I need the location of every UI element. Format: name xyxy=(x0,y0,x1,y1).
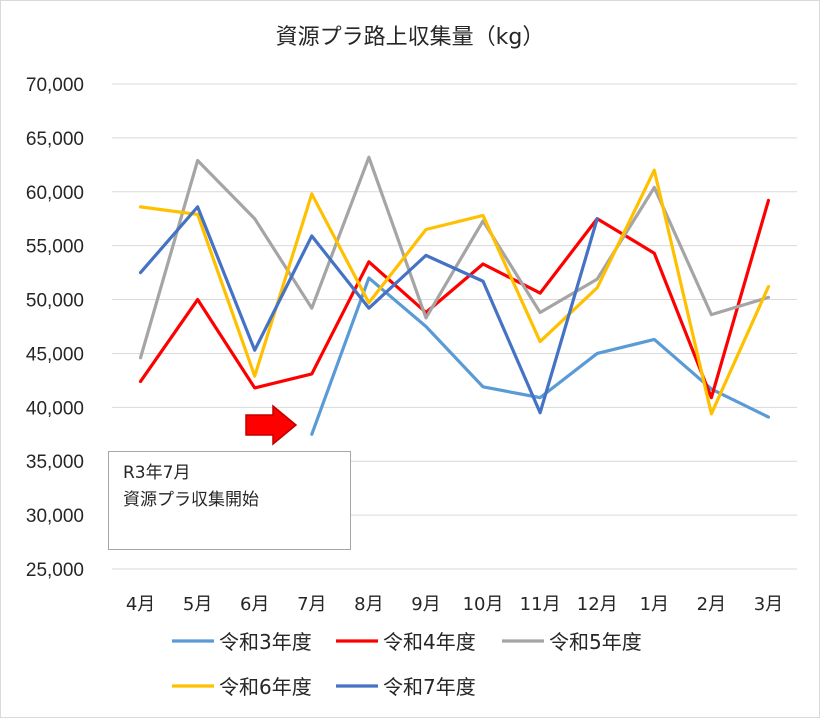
series-line-5 xyxy=(138,205,599,415)
y-tick-label: 30,000 xyxy=(26,506,84,527)
y-tick-label: 50,000 xyxy=(26,291,84,312)
x-tick-label: 6月 xyxy=(240,594,269,615)
x-tick-label: 11月 xyxy=(520,594,561,615)
series-line-1 xyxy=(310,276,771,436)
y-tick-label: 60,000 xyxy=(26,183,84,204)
annotation-line-2: 資源プラ収集開始 xyxy=(123,490,259,510)
chart-title: 資源プラ路上収集量（kg） xyxy=(276,25,545,50)
legend-label: 令和5年度 xyxy=(549,630,642,654)
x-tick-label: 7月 xyxy=(297,594,326,615)
series-line-4 xyxy=(138,168,771,416)
y-tick-label: 65,000 xyxy=(26,129,84,150)
x-tick-label: 4月 xyxy=(126,594,155,615)
y-tick-label: 45,000 xyxy=(26,344,84,365)
y-tick-label: 25,000 xyxy=(26,560,84,581)
y-tick-label: 35,000 xyxy=(26,452,84,473)
legend-label: 令和7年度 xyxy=(383,675,476,699)
annotation-box: R3年7月 資源プラ収集開始 xyxy=(108,451,351,550)
x-tick-label: 8月 xyxy=(354,594,383,615)
legend-label: 令和4年度 xyxy=(383,630,476,654)
x-tick-label: 5月 xyxy=(183,594,212,615)
x-tick-label: 1月 xyxy=(640,594,669,615)
y-axis-ticks: 25,000 30,000 35,000 40,000 45,000 50,000 55,0… xyxy=(26,75,84,581)
x-axis-ticks: 4月 5月 6月 7月 8月 9月 10月 11月 12月 1月 2月 3月 xyxy=(126,594,783,615)
x-tick-label: 12月 xyxy=(577,594,618,615)
legend-label: 令和3年度 xyxy=(219,630,312,654)
series-lines xyxy=(138,155,771,436)
x-tick-label: 10月 xyxy=(463,594,504,615)
series-line-2 xyxy=(138,198,771,400)
x-tick-label: 9月 xyxy=(411,594,440,615)
y-tick-label: 70,000 xyxy=(26,75,84,96)
x-tick-label: 3月 xyxy=(754,594,783,615)
y-tick-label: 55,000 xyxy=(26,237,84,258)
red-arrow-icon xyxy=(245,404,298,446)
legend-label: 令和6年度 xyxy=(219,675,312,699)
x-tick-label: 2月 xyxy=(697,594,726,615)
annotation-arrow xyxy=(245,404,298,446)
y-tick-label: 40,000 xyxy=(26,398,84,419)
annotation-line-1: R3年7月 xyxy=(123,463,191,483)
